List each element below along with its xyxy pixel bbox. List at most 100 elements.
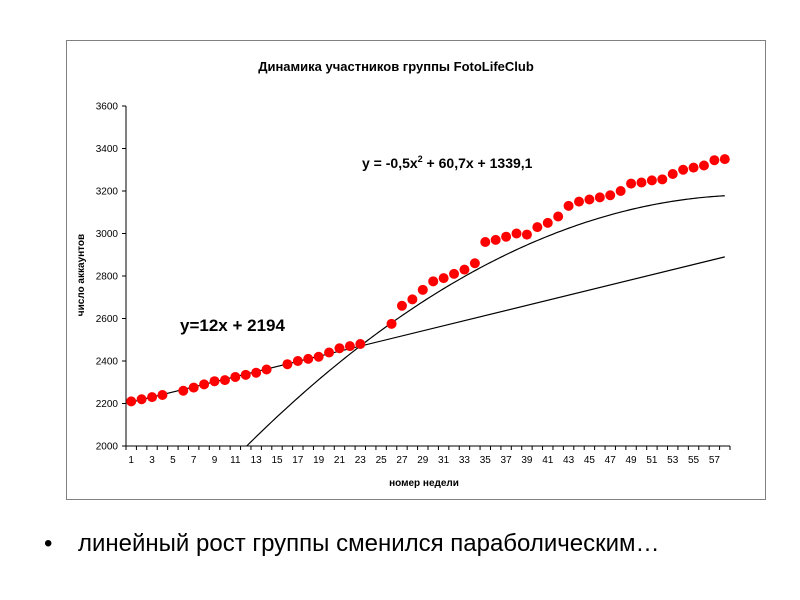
y-tick-label: 2200	[96, 399, 119, 410]
x-tick-label: 49	[626, 455, 638, 466]
data-point	[678, 164, 689, 175]
data-point	[501, 231, 512, 242]
x-axis-label: номер недели	[389, 478, 459, 489]
data-point	[386, 318, 397, 329]
data-point	[480, 237, 491, 247]
x-tick-label: 31	[438, 455, 450, 466]
x-tick-label: 11	[230, 455, 241, 466]
data-point	[324, 347, 335, 358]
data-point	[157, 390, 168, 400]
data-point	[334, 343, 345, 354]
data-point	[178, 385, 189, 396]
x-tick-label: 51	[646, 455, 658, 466]
x-tick-label: 21	[334, 455, 346, 466]
x-tick-label: 47	[605, 455, 617, 466]
caption-text: линейный рост группы сменился параболиче…	[78, 530, 660, 557]
data-point	[251, 367, 262, 378]
data-point	[636, 177, 647, 188]
x-tick-label: 23	[355, 455, 367, 466]
data-point	[209, 376, 220, 387]
data-point	[626, 178, 637, 189]
data-point	[126, 396, 137, 407]
data-point	[490, 234, 501, 245]
x-tick-label: 13	[251, 455, 263, 466]
x-tick-label: 43	[563, 455, 575, 466]
data-point	[459, 264, 470, 275]
x-tick-label: 27	[396, 455, 408, 466]
y-tick-label: 2400	[96, 357, 119, 368]
data-point	[646, 175, 657, 186]
data-point	[511, 228, 522, 239]
x-tick-label: 39	[521, 455, 533, 466]
data-point	[615, 186, 626, 196]
data-point	[282, 359, 293, 370]
data-point	[657, 174, 668, 185]
x-tick-label: 57	[709, 455, 721, 466]
data-point	[469, 258, 480, 269]
data-point	[303, 353, 314, 364]
y-tick-label: 2000	[96, 442, 119, 453]
y-tick-label: 3400	[96, 144, 119, 155]
data-point	[553, 211, 564, 222]
chart-title: Динамика участников группы FotoLifeClub	[258, 59, 534, 74]
y-tick-label: 3600	[96, 102, 119, 113]
data-point	[449, 268, 460, 279]
data-point	[574, 196, 584, 207]
x-tick-label: 41	[542, 455, 554, 466]
x-tick-label: 15	[271, 455, 283, 466]
data-point	[563, 200, 574, 211]
y-tick-label: 2600	[96, 314, 119, 325]
linear-trendline	[131, 256, 725, 403]
parabolic-trendline	[245, 195, 725, 446]
data-point	[438, 273, 449, 284]
parabola-eq-exponent: 2	[418, 154, 423, 164]
data-point	[532, 222, 543, 233]
data-point	[428, 276, 439, 287]
x-tick-label: 9	[212, 455, 218, 466]
data-point	[594, 192, 605, 203]
data-point	[219, 375, 230, 386]
bullet-glyph: •	[44, 530, 53, 557]
data-point	[667, 169, 678, 179]
x-tick-label: 17	[292, 455, 304, 466]
y-axis-label: число аккаунтов	[76, 234, 87, 316]
data-point	[698, 160, 709, 171]
data-point	[407, 294, 418, 305]
x-tick-label: 35	[480, 455, 492, 466]
y-tick-label: 3000	[96, 229, 119, 240]
data-point	[188, 382, 199, 393]
data-point	[605, 190, 616, 201]
x-tick-label: 55	[688, 455, 700, 466]
data-point	[355, 339, 366, 349]
x-tick-label: 37	[501, 455, 513, 466]
data-point	[688, 162, 699, 173]
data-point	[521, 229, 532, 240]
bullet-caption: • линейный рост группы сменился параболич…	[44, 530, 660, 558]
y-tick-label: 2800	[96, 272, 119, 283]
chart-frame	[66, 40, 766, 500]
data-point	[240, 369, 251, 380]
data-point	[344, 341, 355, 352]
parabola-eq-main: y = -0,5x	[362, 155, 418, 171]
data-point	[396, 300, 407, 311]
x-tick-label: 33	[459, 455, 471, 466]
data-point	[584, 194, 595, 205]
x-tick-label: 53	[667, 455, 679, 466]
data-point	[719, 154, 730, 165]
data-point	[417, 284, 428, 295]
x-tick-label: 5	[170, 455, 176, 466]
data-point	[136, 394, 147, 405]
x-tick-label: 19	[313, 455, 325, 466]
x-tick-label: 3	[149, 455, 155, 466]
data-point	[542, 217, 553, 228]
x-tick-label: 7	[191, 455, 197, 466]
data-point	[709, 155, 720, 166]
parabolic-trend-equation: y = -0,5x2 + 60,7x + 1339,1	[362, 154, 533, 171]
x-tick-label: 45	[584, 455, 596, 466]
x-tick-label: 25	[376, 455, 388, 466]
x-tick-label: 29	[417, 455, 429, 466]
y-tick-label: 3200	[96, 187, 119, 198]
linear-trend-equation: y=12x + 2194	[180, 316, 285, 335]
data-point	[147, 392, 158, 403]
